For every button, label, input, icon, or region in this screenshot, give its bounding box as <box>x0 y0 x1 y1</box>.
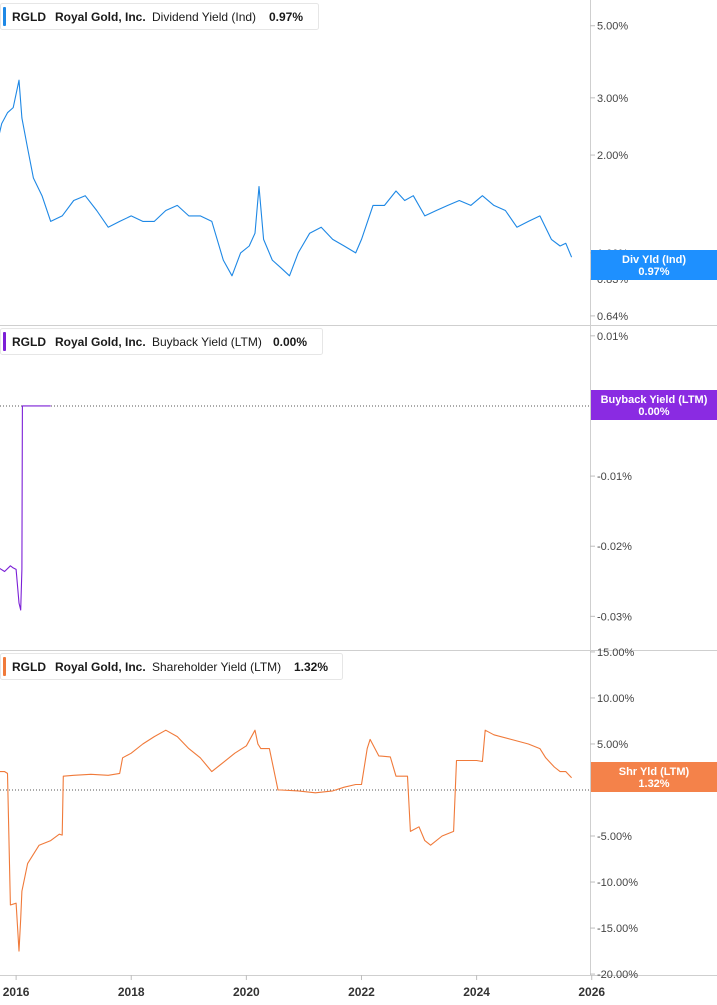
value-badge-bg <box>591 762 717 792</box>
ytick-label: -10.00% <box>597 877 638 889</box>
xtick-label: 2016 <box>3 985 30 999</box>
legend-company: Royal Gold, Inc. <box>55 660 146 674</box>
legend-color-swatch <box>3 332 6 351</box>
panel-dividend-yield: 5.00%3.00%2.00%1.00%0.83%0.64% RGLD Roya… <box>0 3 717 323</box>
legend-company: Royal Gold, Inc. <box>55 10 146 24</box>
legend-shareholder-yield[interactable]: RGLD Royal Gold, Inc. Shareholder Yield … <box>0 653 343 680</box>
xtick-label: 2020 <box>233 985 260 999</box>
legend-company: Royal Gold, Inc. <box>55 335 146 349</box>
legend-metric: Buyback Yield (LTM) <box>152 335 262 349</box>
value-badge-value: 1.32% <box>638 778 669 790</box>
ytick-label: -5.00% <box>597 831 632 843</box>
x-axis-ticks: 2016 2018 2020 2022 2024 2026 <box>3 975 605 999</box>
legend-metric: Shareholder Yield (LTM) <box>152 660 281 674</box>
legend-color-swatch <box>3 7 6 26</box>
value-badge-dividend-yield: Div Yld (Ind) 0.97% <box>591 250 717 280</box>
ytick-label: 3.00% <box>597 93 628 105</box>
legend-color-swatch <box>3 657 6 676</box>
legend-box <box>0 3 319 30</box>
legend-value: 0.97% <box>269 10 303 24</box>
legend-value: 0.00% <box>273 335 307 349</box>
xtick-label: 2018 <box>118 985 145 999</box>
ytick-label: -0.02% <box>597 541 632 553</box>
series-line-shareholder-yield <box>0 729 573 952</box>
ytick-label: 15.00% <box>597 647 635 659</box>
xtick-label: 2022 <box>348 985 375 999</box>
legend-ticker: RGLD <box>12 10 46 24</box>
ytick-label: 10.00% <box>597 693 635 705</box>
ytick-label: 5.00% <box>597 739 628 751</box>
ytick-group-2: 15.00% 10.00% 5.00% -5.00% -10.00% -15.00% -20… <box>590 647 638 981</box>
legend-ticker: RGLD <box>12 660 46 674</box>
value-badge-label: Buyback Yield (LTM) <box>601 394 708 406</box>
ytick-label: -0.03% <box>597 611 632 623</box>
ytick-label: 2.00% <box>597 150 628 162</box>
xtick-label: 2026 <box>578 985 605 999</box>
value-badge-label: Shr Yld (LTM) <box>619 766 690 778</box>
legend-metric: Dividend Yield (Ind) <box>152 10 256 24</box>
value-badge-value: 0.00% <box>638 406 669 418</box>
ytick-label: -20.00% <box>597 969 638 981</box>
ytick-label: -15.00% <box>597 923 638 935</box>
ytick-label: -0.01% <box>597 471 632 483</box>
ytick-label: 0.64% <box>597 311 628 323</box>
panel-buyback-yield: 0.01% -0.01% -0.02% -0.03% RGLD Royal Gold,… <box>0 328 717 623</box>
value-badge-buyback-yield: Buyback Yield (LTM) 0.00% <box>591 390 717 420</box>
legend-value: 1.32% <box>294 660 328 674</box>
ytick-label: 0.01% <box>597 331 628 343</box>
value-badge-value: 0.97% <box>638 266 669 278</box>
panel-shareholder-yield: 15.00% 10.00% 5.00% -5.00% -10.00% -15.00% -20… <box>0 647 717 981</box>
legend-buyback-yield[interactable]: RGLD Royal Gold, Inc. Buyback Yield (LTM… <box>0 328 323 355</box>
value-badge-shareholder-yield: Shr Yld (LTM) 1.32% <box>591 762 717 792</box>
legend-ticker: RGLD <box>12 335 46 349</box>
series-line-buyback-yield <box>0 405 51 611</box>
value-badge-bg <box>591 250 717 280</box>
legend-box <box>0 653 343 680</box>
value-badge-label: Div Yld (Ind) <box>622 254 686 266</box>
legend-box <box>0 328 323 355</box>
series-line-dividend-yield <box>0 79 573 277</box>
xtick-label: 2024 <box>463 985 490 999</box>
ytick-label: 5.00% <box>597 21 628 33</box>
value-badge-bg <box>591 390 717 420</box>
legend-dividend-yield[interactable]: RGLD Royal Gold, Inc. Dividend Yield (In… <box>0 3 319 30</box>
ytick-group-1: 0.01% -0.01% -0.02% -0.03% <box>590 331 632 623</box>
